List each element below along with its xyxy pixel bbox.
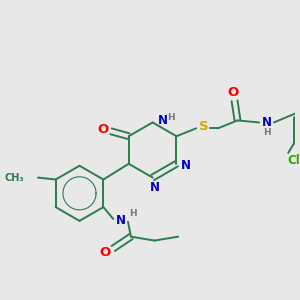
Text: N: N <box>181 159 191 172</box>
Text: O: O <box>98 123 109 136</box>
Text: H: H <box>263 128 271 137</box>
Text: CH₃: CH₃ <box>4 172 24 183</box>
Text: O: O <box>227 86 238 99</box>
Text: H: H <box>167 113 175 122</box>
Text: H: H <box>129 209 137 218</box>
Text: Cl: Cl <box>288 154 300 167</box>
Text: N: N <box>116 214 126 227</box>
Text: N: N <box>150 181 160 194</box>
Text: S: S <box>199 120 209 133</box>
Text: N: N <box>262 116 272 129</box>
Text: O: O <box>100 246 111 259</box>
Text: N: N <box>158 114 167 127</box>
